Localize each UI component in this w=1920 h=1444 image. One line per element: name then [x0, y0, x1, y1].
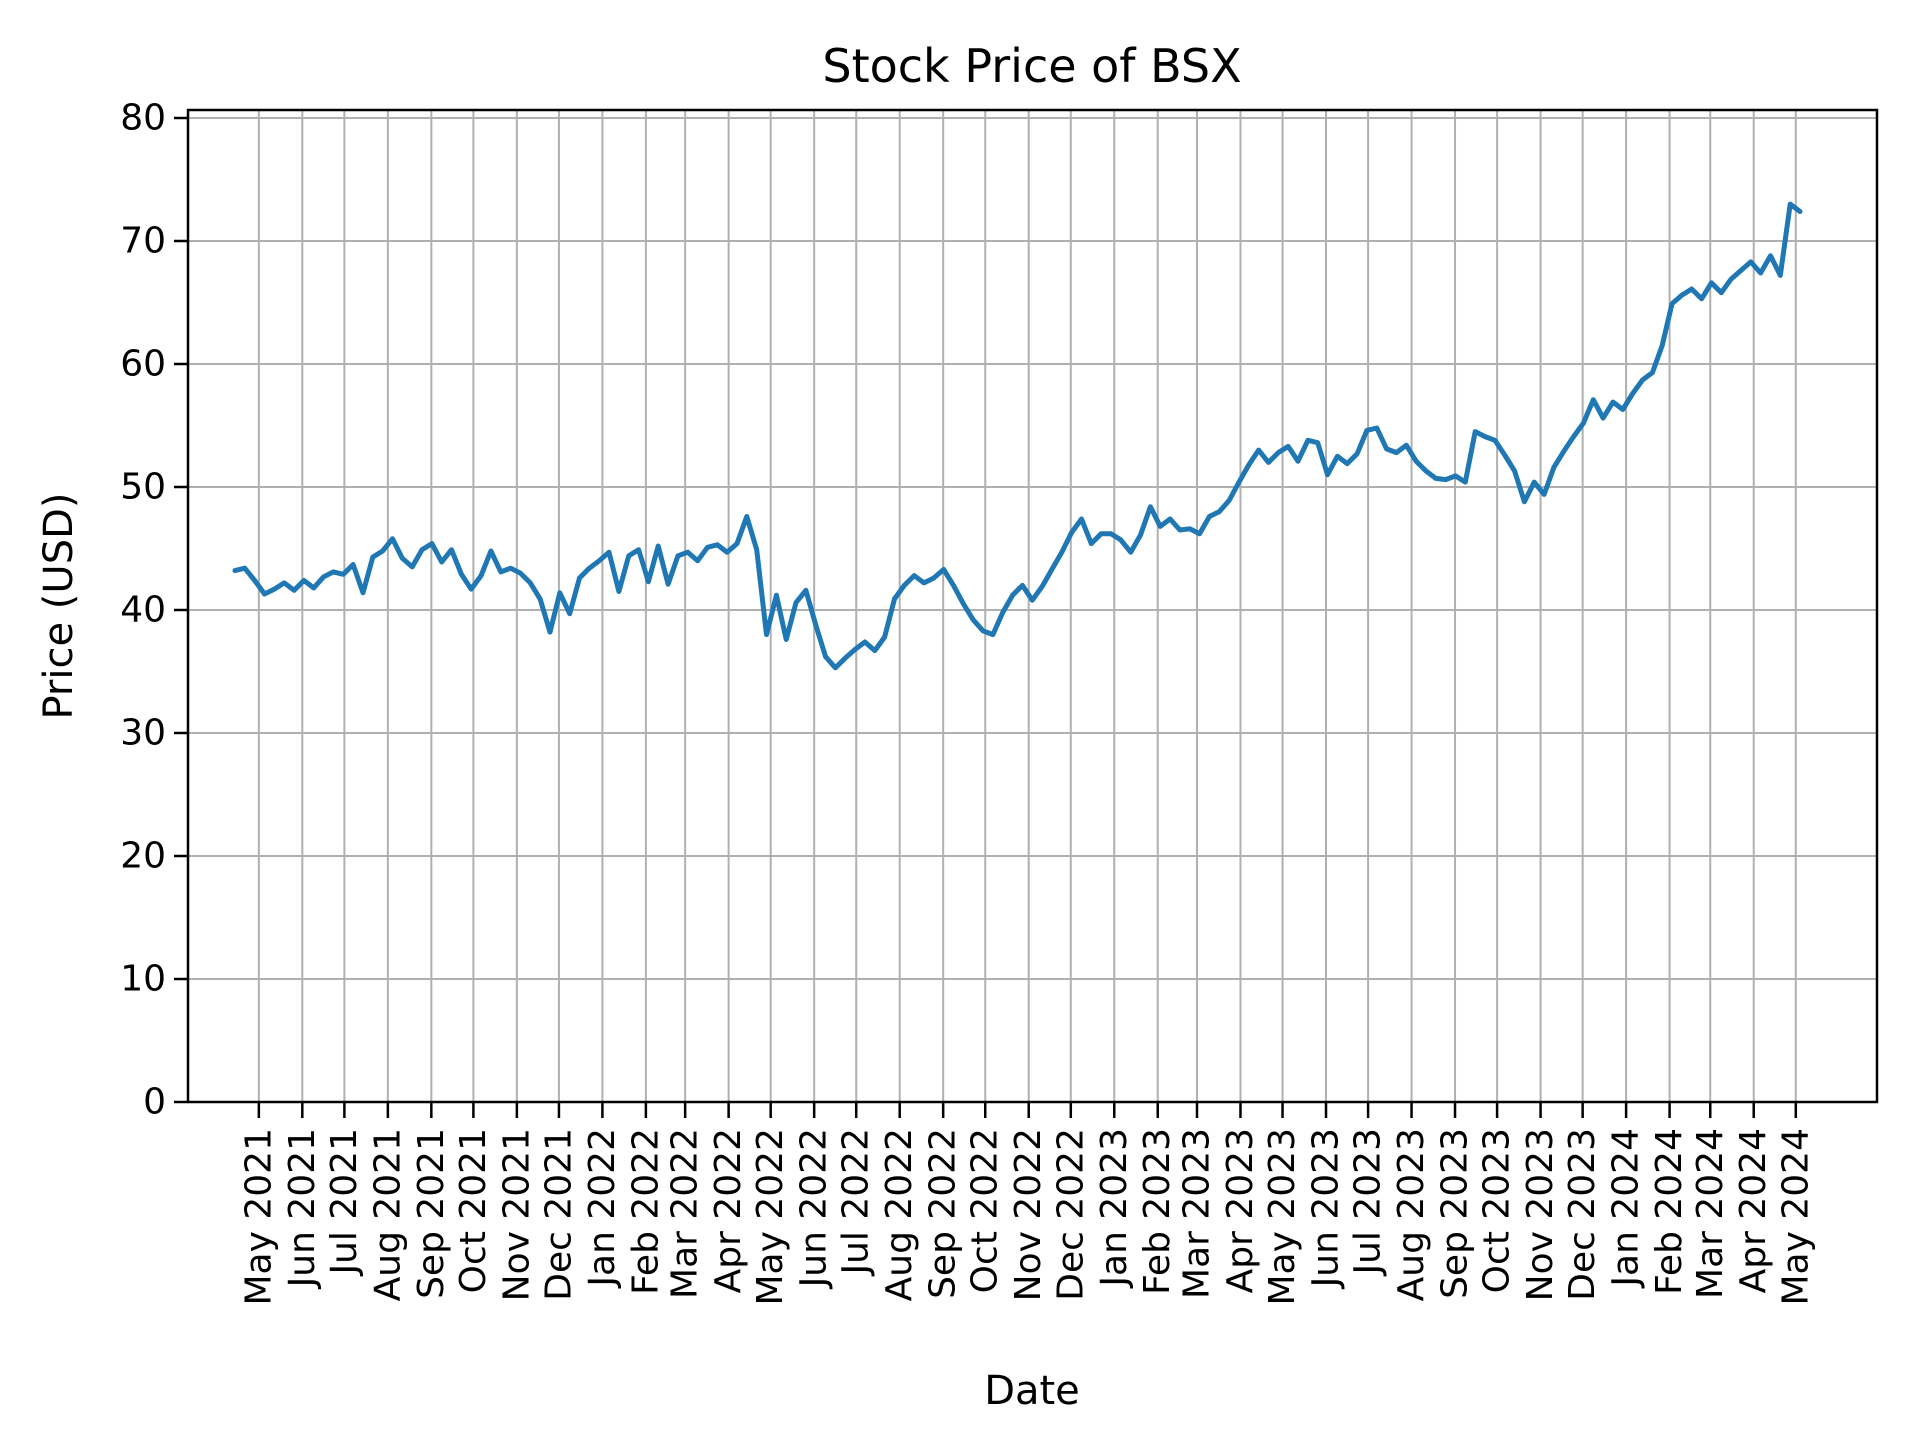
y-tick-label: 0	[143, 1082, 166, 1123]
x-tick-label: Jul 2023	[1348, 1128, 1389, 1277]
x-tick-label: May 2022	[750, 1128, 791, 1306]
x-tick-label: Aug 2022	[879, 1128, 920, 1301]
x-tick-label: Jan 2023	[1094, 1128, 1135, 1289]
x-tick-label: Sep 2021	[411, 1128, 452, 1299]
x-tick-label: Aug 2023	[1391, 1128, 1432, 1301]
x-tick-label: May 2024	[1775, 1128, 1816, 1306]
x-tick-label: Nov 2022	[1008, 1128, 1049, 1301]
x-tick-label: Jan 2022	[582, 1128, 623, 1289]
x-tick-label: Mar 2023	[1176, 1128, 1217, 1299]
x-tick-label: Apr 2024	[1733, 1128, 1774, 1293]
x-tick-label: Sep 2023	[1435, 1128, 1476, 1299]
y-tick-label: 10	[120, 959, 166, 1000]
x-tick-label: Mar 2024	[1690, 1128, 1731, 1299]
x-axis-label: Date	[984, 1368, 1080, 1414]
x-tick-label: May 2023	[1262, 1128, 1303, 1306]
x-tick-label: Feb 2024	[1649, 1128, 1690, 1295]
x-tick-label: Oct 2022	[965, 1128, 1006, 1293]
chart-title: Stock Price of BSX	[822, 39, 1241, 93]
x-tick-label: Feb 2022	[625, 1128, 666, 1295]
x-tick-label: Nov 2021	[496, 1128, 537, 1301]
plot-border	[186, 108, 1879, 1104]
x-tick-label: Mar 2022	[665, 1128, 706, 1299]
x-tick-label: Jul 2022	[836, 1128, 877, 1277]
x-tick-label: May 2021	[238, 1128, 279, 1306]
x-tick-label: Jun 2021	[282, 1128, 323, 1289]
x-tick-label: Dec 2023	[1562, 1128, 1603, 1301]
x-tick-label: Jul 2021	[324, 1128, 365, 1277]
y-tick-label: 50	[120, 467, 166, 508]
x-tick-label: Feb 2023	[1137, 1128, 1178, 1295]
y-tick-label: 80	[120, 98, 166, 139]
y-tick-label: 30	[120, 713, 166, 754]
x-tick-label: Nov 2023	[1520, 1128, 1561, 1301]
x-tick-label: Dec 2021	[538, 1128, 579, 1301]
x-tick-label: Oct 2023	[1477, 1128, 1518, 1293]
y-tick-label: 20	[120, 836, 166, 877]
grid-layer	[188, 110, 1877, 1103]
y-tick-label: 70	[120, 221, 166, 262]
x-tick-label: Aug 2021	[367, 1128, 408, 1301]
y-tick-label: 60	[120, 344, 166, 385]
x-tick-label: Jun 2022	[794, 1128, 835, 1289]
x-tick-label: Sep 2022	[923, 1128, 964, 1299]
x-tick-label: Jan 2024	[1606, 1128, 1647, 1289]
x-tick-label: Oct 2021	[453, 1128, 494, 1293]
x-tick-label: Jun 2023	[1306, 1128, 1347, 1289]
x-tick-label: Dec 2022	[1050, 1128, 1091, 1301]
x-tick-label: Apr 2023	[1220, 1128, 1261, 1293]
y-axis-label: Price (USD)	[36, 493, 82, 720]
y-tick-label: 40	[120, 590, 166, 631]
x-tick-label: Apr 2022	[708, 1128, 749, 1293]
price-line-series	[232, 201, 1803, 671]
